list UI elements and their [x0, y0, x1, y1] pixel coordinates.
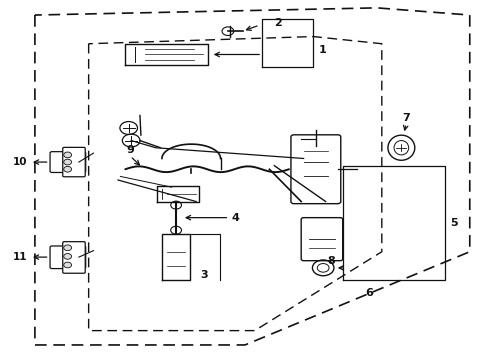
Circle shape [64, 245, 72, 251]
Circle shape [64, 152, 72, 158]
Text: 2: 2 [274, 18, 282, 28]
Text: 9: 9 [126, 145, 134, 155]
Circle shape [64, 262, 72, 268]
FancyBboxPatch shape [63, 147, 85, 177]
Text: 6: 6 [366, 288, 373, 298]
Text: 4: 4 [232, 213, 240, 222]
FancyBboxPatch shape [50, 246, 86, 269]
FancyBboxPatch shape [63, 242, 85, 273]
FancyBboxPatch shape [50, 152, 86, 172]
Text: 11: 11 [13, 252, 27, 262]
FancyBboxPatch shape [301, 218, 343, 261]
Circle shape [64, 253, 72, 259]
Text: 1: 1 [318, 45, 326, 55]
Circle shape [64, 159, 72, 165]
Text: 3: 3 [200, 270, 208, 280]
Circle shape [64, 166, 72, 172]
Text: 8: 8 [328, 256, 335, 266]
FancyBboxPatch shape [291, 135, 341, 204]
Text: 10: 10 [13, 157, 27, 167]
Text: 7: 7 [402, 113, 410, 123]
Text: 5: 5 [450, 218, 458, 228]
